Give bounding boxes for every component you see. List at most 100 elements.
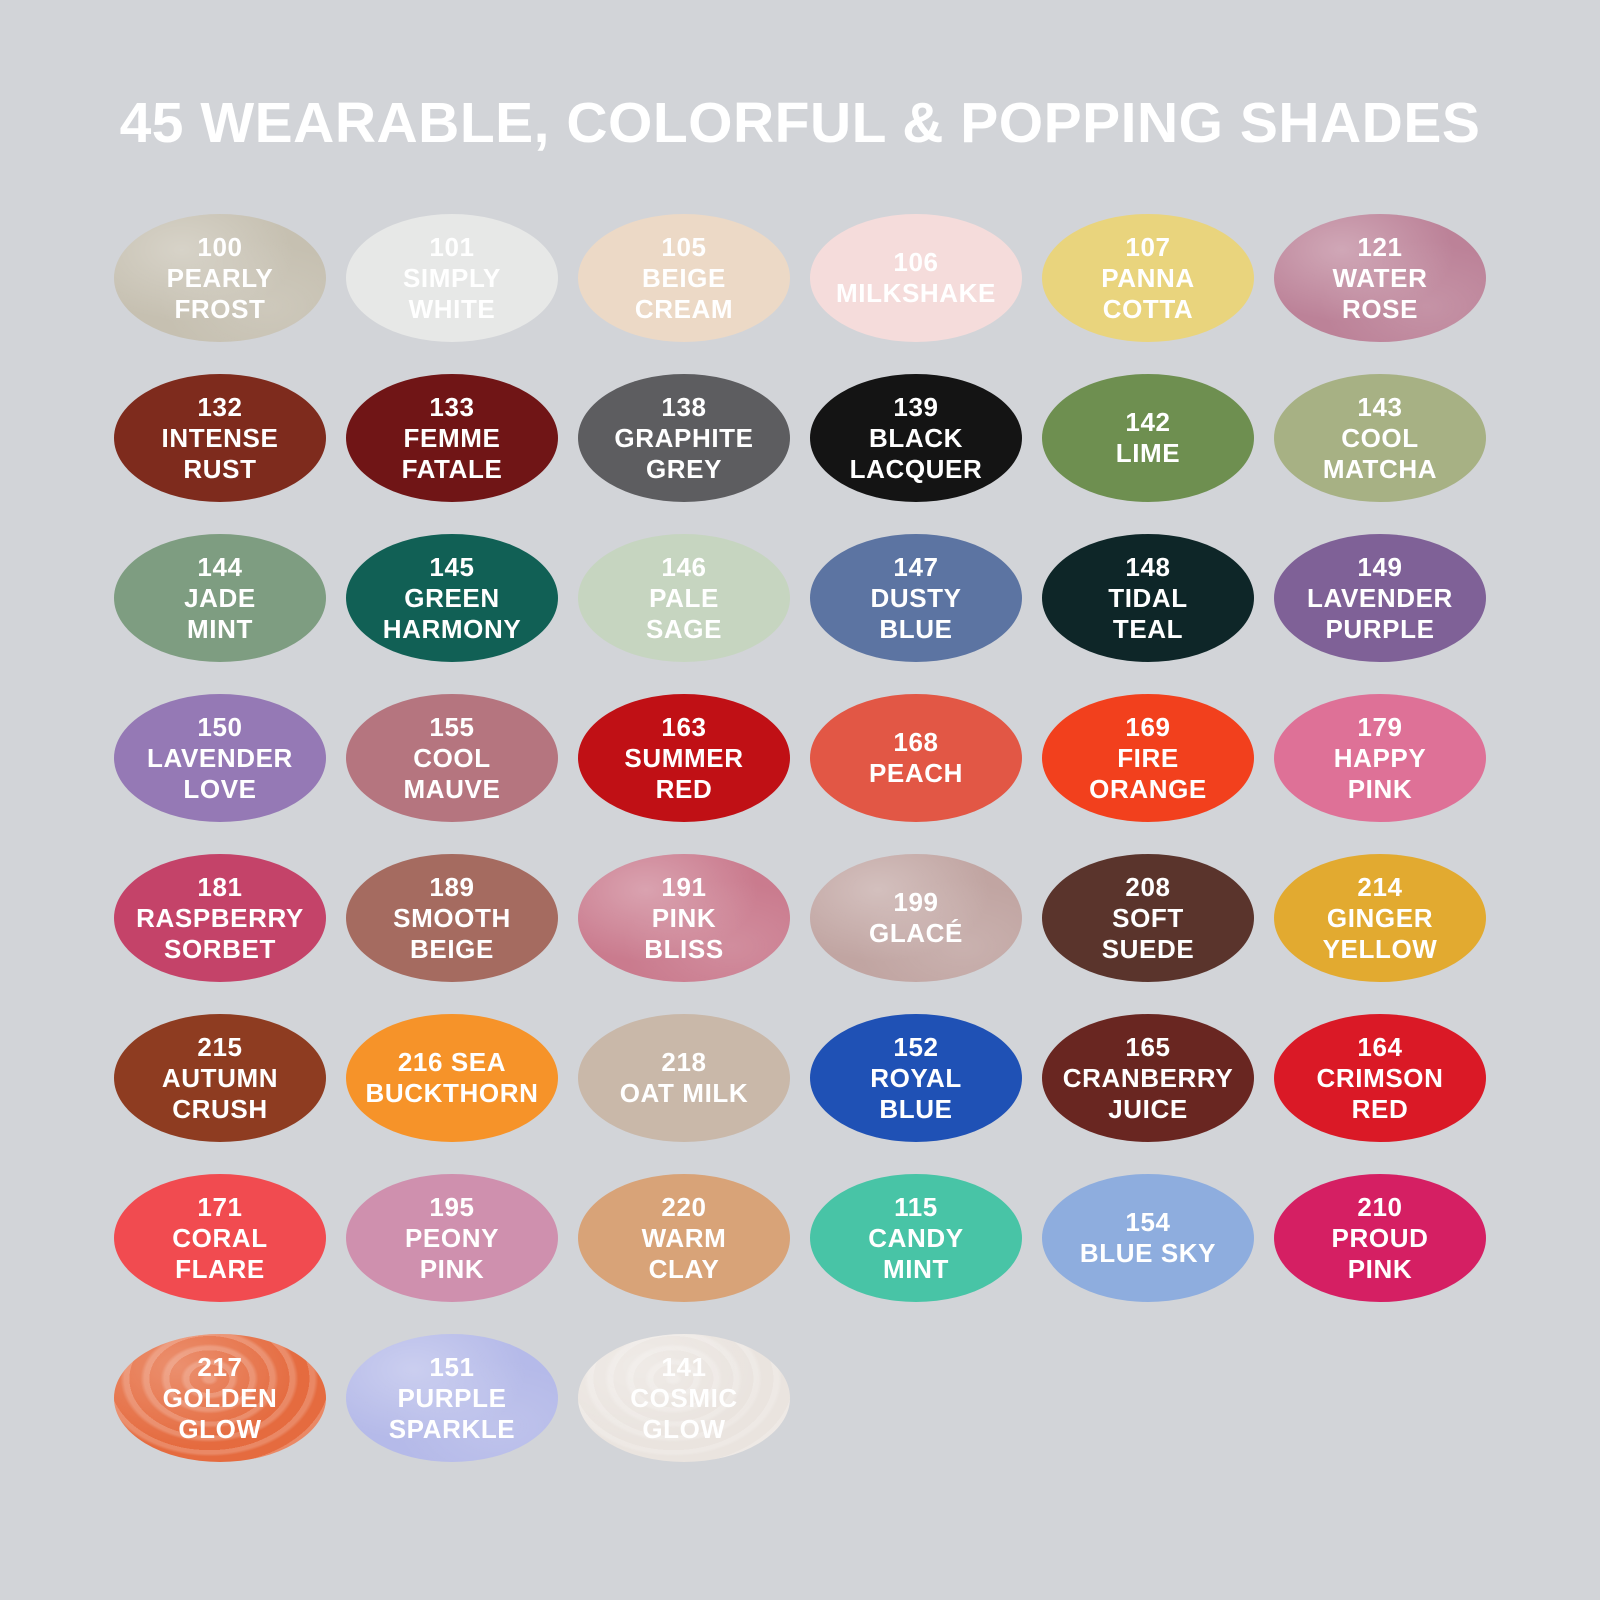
shade-label: 100 PEARLY FROST (167, 232, 274, 325)
shade-cell: 133 FEMME FATALE (336, 358, 568, 518)
shade-swatch: 100 PEARLY FROST (114, 214, 326, 342)
shade-number: 179 (1357, 711, 1403, 742)
shade-label: 155 COOL MAUVE (404, 712, 501, 805)
shade-label: 121 WATER ROSE (1333, 232, 1428, 325)
shade-number: 163 (661, 711, 707, 742)
shade-label: 132 INTENSE RUST (162, 392, 279, 485)
shade-label: 195 PEONY PINK (405, 1192, 499, 1285)
shade-name-line: GRAPHITE (614, 422, 754, 453)
shade-swatch: 145 GREEN HARMONY (346, 534, 558, 662)
shade-name-line: SORBET (164, 933, 276, 964)
shade-label: 179 HAPPY PINK (1334, 712, 1427, 805)
shade-name-line: ROYAL (870, 1062, 962, 1093)
shade-label: 168 PEACH (869, 727, 963, 789)
shade-swatch: 189 SMOOTH BEIGE (346, 854, 558, 982)
shade-name-line: FATALE (401, 453, 503, 484)
shade-swatch: 121 WATER ROSE (1274, 214, 1486, 342)
shade-name-line: PEONY (404, 1222, 500, 1253)
shade-label: 149 LAVENDER PURPLE (1307, 552, 1453, 645)
shade-label: 216 SEA BUCKTHORN (366, 1047, 539, 1109)
shade-name-line: MINT (883, 1253, 949, 1284)
shade-name-line: GLOW (178, 1413, 262, 1444)
shade-cell: 181 RASPBERRY SORBET (104, 838, 336, 998)
shade-name-line: PINK (1347, 773, 1413, 804)
shade-name-line: BLUE (879, 613, 953, 644)
shade-name-line: PALE (649, 582, 719, 613)
shade-cell: 144 JADE MINT (104, 518, 336, 678)
shade-swatch: 148 TIDAL TEAL (1042, 534, 1254, 662)
shade-label: 210 PROUD PINK (1332, 1192, 1429, 1285)
shade-name-line: SOFT (1112, 902, 1184, 933)
shade-label: 154 BLUE SKY (1080, 1207, 1216, 1269)
shade-row: 215 AUTUMN CRUSH 216 SEA BUCKTHORN 218 OAT M… (0, 998, 1600, 1158)
shade-swatch: 139 BLACK LACQUER (810, 374, 1022, 502)
shade-name-line: DUSTY (870, 582, 962, 613)
shade-label: 150 LAVENDER LOVE (147, 712, 293, 805)
shade-label: 214 GINGER YELLOW (1323, 872, 1438, 965)
shade-cell: 210 PROUD PINK (1264, 1158, 1496, 1318)
shade-cell: 171 CORAL FLARE (104, 1158, 336, 1318)
shade-label: 145 GREEN HARMONY (383, 552, 522, 645)
shade-label: 138 GRAPHITE GREY (614, 392, 753, 485)
shade-name-line: BLUE SKY (1079, 1238, 1217, 1268)
shade-swatch: 179 HAPPY PINK (1274, 694, 1486, 822)
shade-number: 107 (1125, 231, 1171, 262)
shade-swatch: 132 INTENSE RUST (114, 374, 326, 502)
shade-label: 148 TIDAL TEAL (1108, 552, 1188, 645)
shade-swatch: 154 BLUE SKY (1042, 1174, 1254, 1302)
shade-name-line: COSMIC (630, 1382, 738, 1413)
shade-name-line: FIRE (1117, 742, 1179, 773)
shade-number: 154 (1125, 1207, 1171, 1237)
shade-cell: 149 LAVENDER PURPLE (1264, 518, 1496, 678)
shade-label: 151 PURPLE SPARKLE (389, 1352, 516, 1445)
shade-cell: 100 PEARLY FROST (104, 198, 336, 358)
shade-name-line: COOL (413, 742, 491, 773)
shade-number: 146 (661, 551, 707, 582)
shade-number: 139 (893, 391, 939, 422)
shade-name-line: LIME (1115, 438, 1181, 468)
shade-name-line: LOVE (183, 773, 257, 804)
shade-swatch: 169 FIRE ORANGE (1042, 694, 1254, 822)
shade-name-line: PINK (419, 1253, 485, 1284)
shade-number: 105 (661, 231, 707, 262)
shade-row: 171 CORAL FLARE 195 PEONY PINK 220 WARM CLAY 1… (0, 1158, 1600, 1318)
shade-label: 163 SUMMER RED (624, 712, 743, 805)
shade-name-line: YELLOW (1322, 933, 1438, 964)
shade-name-line: PROUD (1331, 1222, 1429, 1253)
shade-number: 152 (893, 1031, 939, 1062)
shade-cell: 215 AUTUMN CRUSH (104, 998, 336, 1158)
shade-cell: 199 GLACÉ (800, 838, 1032, 998)
shade-number: 195 (429, 1191, 475, 1222)
shade-label: 191 PINK BLISS (644, 872, 724, 965)
shade-name-line: CORAL (172, 1222, 268, 1253)
shade-cell: 216 SEA BUCKTHORN (336, 998, 568, 1158)
shade-number: 142 (1125, 407, 1171, 437)
shade-swatch: 191 PINK BLISS (578, 854, 790, 982)
shade-row: 181 RASPBERRY SORBET 189 SMOOTH BEIGE 191 PIN… (0, 838, 1600, 998)
shade-label: 171 CORAL FLARE (172, 1192, 267, 1285)
shade-number: 214 (1357, 871, 1403, 902)
shade-name-line: SIMPLY (402, 262, 501, 293)
shade-cell: 154 BLUE SKY (1032, 1158, 1264, 1318)
shade-name-line: SPARKLE (388, 1413, 516, 1444)
shade-number: 145 (429, 551, 475, 582)
shade-swatch: 141 COSMIC GLOW (578, 1334, 790, 1462)
shade-name-line: GLOW (642, 1413, 726, 1444)
shade-cell: 217 GOLDEN GLOW (104, 1318, 336, 1478)
shade-label: 217 GOLDEN GLOW (163, 1352, 278, 1445)
shade-number: 147 (893, 551, 939, 582)
shade-cell: 164 CRIMSON RED (1264, 998, 1496, 1158)
shade-number: 101 (429, 231, 475, 262)
shade-label: 189 SMOOTH BEIGE (393, 872, 511, 965)
shade-name-line: JUICE (1108, 1093, 1188, 1124)
shade-name-line: PANNA (1101, 262, 1195, 293)
shade-cell: 106 MILKSHAKE (800, 198, 1032, 358)
shade-number: 121 (1357, 231, 1403, 262)
shade-cell: 191 PINK BLISS (568, 838, 800, 998)
shade-name-line: HAPPY (1333, 742, 1427, 773)
shade-cell: 138 GRAPHITE GREY (568, 358, 800, 518)
shade-name-line: GREEN (404, 582, 500, 613)
shade-number: 141 (661, 1351, 707, 1382)
shade-cell: 145 GREEN HARMONY (336, 518, 568, 678)
